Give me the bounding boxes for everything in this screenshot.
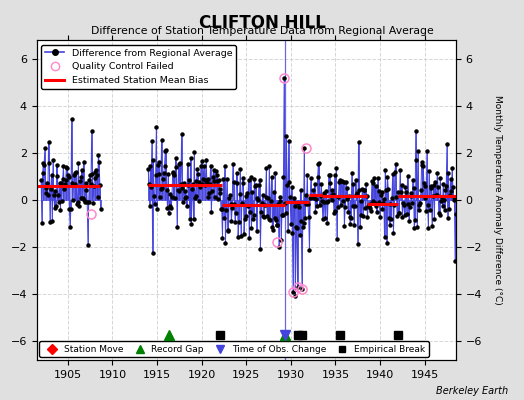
Y-axis label: Monthly Temperature Anomaly Difference (°C): Monthly Temperature Anomaly Difference (… <box>493 95 502 305</box>
Text: CLIFTON HILL: CLIFTON HILL <box>199 14 325 32</box>
Text: Difference of Station Temperature Data from Regional Average: Difference of Station Temperature Data f… <box>91 26 433 36</box>
Text: Berkeley Earth: Berkeley Earth <box>436 386 508 396</box>
Legend: Station Move, Record Gap, Time of Obs. Change, Empirical Break: Station Move, Record Gap, Time of Obs. C… <box>39 341 429 357</box>
